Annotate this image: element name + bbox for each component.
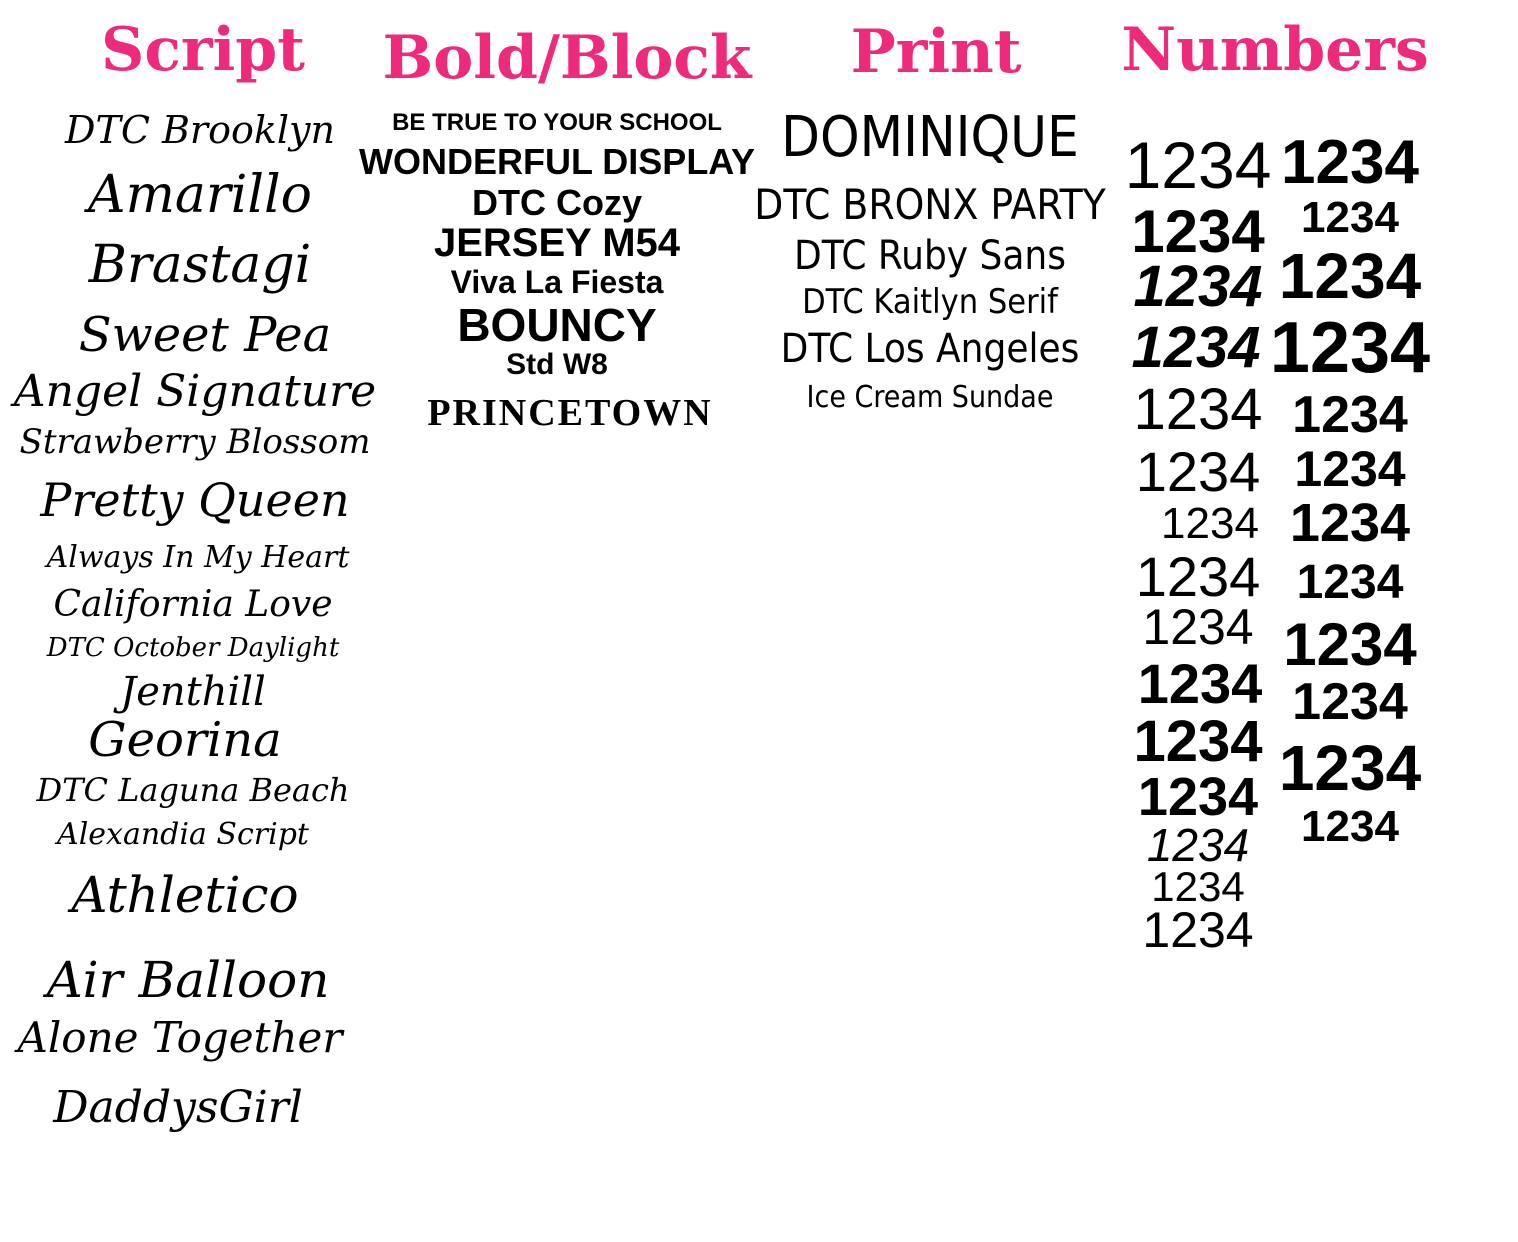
script-font-sample: Brastagi <box>88 235 312 295</box>
heading-bold-block: Bold/Block <box>382 23 752 93</box>
bold-font-sample: Std W8 <box>506 348 608 381</box>
heading-script: Script <box>101 15 305 85</box>
bold-font-sample: Viva La Fiesta <box>450 264 664 300</box>
number-font-sample: 1234 <box>1133 254 1263 319</box>
number-font-sample: 1234 <box>1142 902 1254 958</box>
number-font-sample: 1234 <box>1142 599 1254 655</box>
print-font-sample: DTC Kaitlyn Serif <box>802 282 1058 322</box>
number-font-sample: 1234 <box>1296 556 1404 609</box>
bold-font-sample: DTC Cozy <box>472 182 642 223</box>
script-font-sample: Georina <box>88 712 282 768</box>
number-font-sample: 1234 <box>1292 673 1408 731</box>
script-font-sample: Jenthill <box>120 669 266 715</box>
number-font-sample: 1234 <box>1135 440 1261 503</box>
bold-font-sample: JERSEY M54 <box>433 221 681 265</box>
number-font-sample: 1234 <box>1137 652 1263 715</box>
script-font-sample: Alone Together <box>17 1013 343 1062</box>
number-font-sample: 1234 <box>1137 767 1259 827</box>
number-font-sample: 1234 <box>1278 240 1422 312</box>
number-font-sample: 1234 <box>1281 128 1419 197</box>
script-font-sample: California Love <box>53 584 333 625</box>
number-font-sample: 1234 <box>1278 732 1422 804</box>
print-font-sample: Ice Cream Sundae <box>806 380 1054 415</box>
number-font-sample: 1234 <box>1294 441 1406 497</box>
number-font-sample: 1234 <box>1124 128 1272 202</box>
number-font-sample: 1234 <box>1131 198 1265 265</box>
script-font-sample: Pretty Queen <box>40 473 350 527</box>
number-font-sample: 1234 <box>1301 802 1399 851</box>
bold-font-sample: BE TRUE TO YOUR SCHOOL <box>392 109 722 136</box>
number-font-sample: 1234 <box>1146 819 1250 871</box>
number-font-sample: 1234 <box>1133 709 1263 774</box>
heading-print: Print <box>850 17 1022 87</box>
script-font-sample: Angel Signature <box>13 366 377 417</box>
script-font-sample: DTC Laguna Beach <box>36 771 350 809</box>
script-font-sample: Air Balloon <box>46 951 330 1009</box>
script-font-sample: DaddysGirl <box>53 1082 303 1133</box>
print-font-sample: DTC Ruby Sans <box>794 233 1066 279</box>
script-font-sample: DTC Brooklyn <box>65 108 335 152</box>
script-font-sample: DTC October Daylight <box>46 633 340 663</box>
number-font-sample: 1234 <box>1133 377 1263 442</box>
number-font-sample: 1234 <box>1301 193 1399 242</box>
script-font-sample: Alexandia Script <box>57 817 309 852</box>
heading-numbers: Numbers <box>1121 15 1429 85</box>
number-font-sample: 1234 <box>1131 315 1261 380</box>
number-font-sample: 1234 <box>1292 386 1408 444</box>
script-font-sample: Athletico <box>71 866 299 924</box>
print-font-sample: DTC Los Angeles <box>780 326 1080 372</box>
script-font-sample: Sweet Pea <box>78 307 332 363</box>
bold-font-sample: WONDERFUL DISPLAY <box>358 141 756 182</box>
bold-font-sample: BOUNCY <box>457 299 657 351</box>
print-font-sample: DTC BRONX PARTY <box>754 180 1106 229</box>
bold-font-sample: PRINCETOWN <box>427 392 713 434</box>
number-font-sample: 1234 <box>1283 611 1417 678</box>
number-font-sample: 1234 <box>1161 499 1259 548</box>
number-font-sample: 1234 <box>1289 493 1411 553</box>
print-font-sample: DOMINIQUE <box>781 105 1079 170</box>
script-font-sample: Strawberry Blossom <box>19 422 371 462</box>
number-font-sample: 1234 <box>1269 308 1431 388</box>
script-font-sample: Always In My Heart <box>46 540 350 575</box>
number-font-sample: 1234 <box>1135 545 1261 608</box>
script-font-sample: Amarillo <box>88 165 312 225</box>
number-font-sample: 1234 <box>1151 863 1245 910</box>
